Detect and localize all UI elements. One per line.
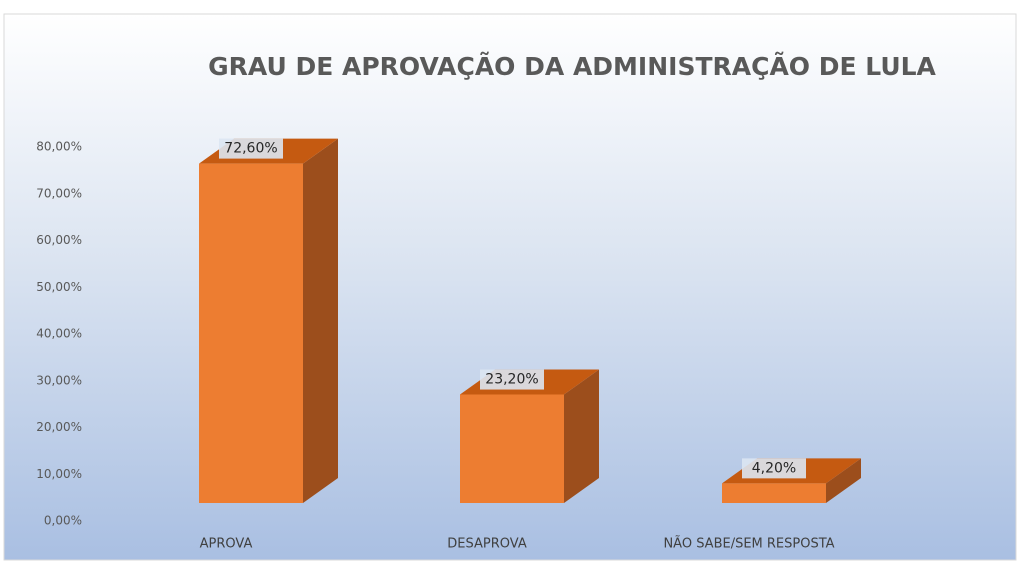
value-label: 72,60% xyxy=(224,141,277,157)
bar-front xyxy=(722,483,826,503)
bar-side xyxy=(564,369,599,503)
y-tick-label: 10,00% xyxy=(36,467,82,481)
bar-side xyxy=(826,458,861,503)
value-label: 23,20% xyxy=(485,372,538,388)
bar xyxy=(199,138,338,503)
chart-title: GRAU DE APROVAÇÃO DA ADMINISTRAÇÃO DE LU… xyxy=(208,52,936,81)
x-tick-label: DESAPROVA xyxy=(447,537,527,552)
y-tick-label: 70,00% xyxy=(36,186,82,200)
y-tick-label: 50,00% xyxy=(36,280,82,294)
bar xyxy=(460,369,599,503)
value-label-box xyxy=(742,458,806,479)
y-tick-label: 60,00% xyxy=(36,233,82,247)
value-label-box xyxy=(219,138,283,159)
value-label-box xyxy=(480,369,544,390)
y-tick-label: 20,00% xyxy=(36,420,82,434)
x-tick-label: NÃO SABE/SEM RESPOSTA xyxy=(663,536,834,552)
bar-side xyxy=(303,138,338,503)
value-label: 4,20% xyxy=(752,460,796,476)
bar-front xyxy=(199,163,303,503)
bar-front xyxy=(460,394,564,503)
y-tick-label: 40,00% xyxy=(36,327,82,341)
y-tick-label: 0,00% xyxy=(44,514,82,528)
y-tick-label: 80,00% xyxy=(36,140,82,154)
y-tick-label: 30,00% xyxy=(36,373,82,387)
x-tick-label: APROVA xyxy=(200,537,253,552)
